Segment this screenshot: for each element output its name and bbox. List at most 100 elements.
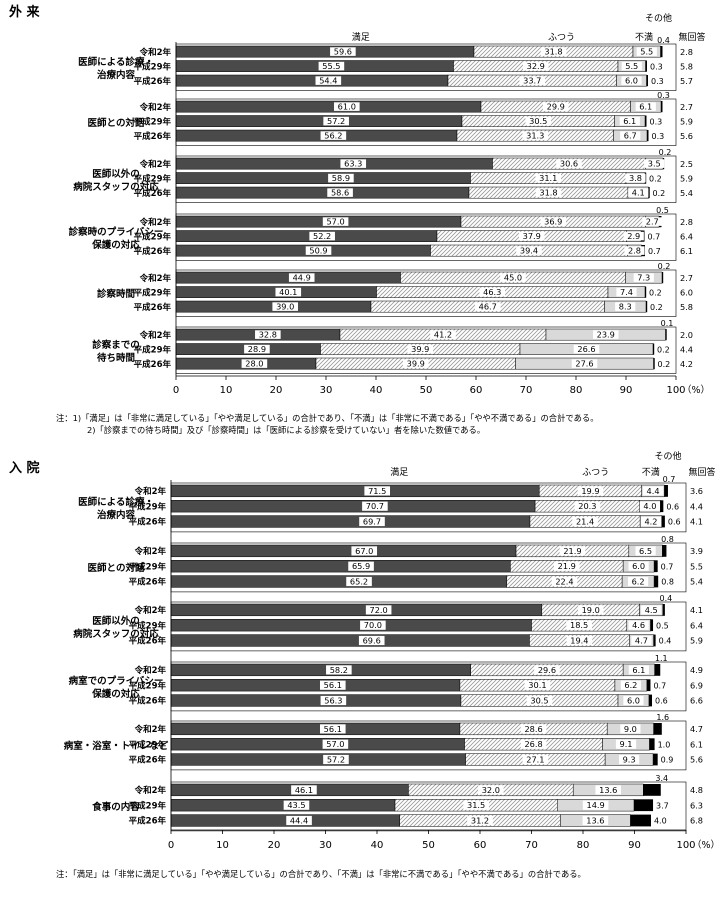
outpatient-value-dissatisfied: 6.1	[639, 102, 652, 112]
outpatient-category-label: 医師による診療・	[78, 56, 154, 68]
inpatient-title: 入 院	[9, 460, 40, 476]
outpatient-category-label: 診察時のプライバシー	[69, 226, 164, 238]
inpatient-value-satisfied: 70.7	[366, 501, 384, 511]
inpatient-bar-satisfied	[170, 679, 461, 692]
outpatient-value-normal-box	[516, 246, 542, 255]
inpatient-value-dissatisfied-box	[641, 605, 662, 615]
inpatient-year-label: 平成29年	[129, 680, 167, 691]
outpatient-category-label: 病院スタッフの対応	[73, 181, 159, 193]
outpatient-year-label: 平成26年	[134, 359, 172, 370]
inpatient-value-noanswer: 6.9	[690, 680, 703, 690]
outpatient-bar-satisfied	[175, 230, 438, 242]
inpatient-value-normal-box	[551, 576, 578, 587]
outpatient-x-tick-label: 90	[620, 385, 633, 396]
inpatient-bar-other	[653, 723, 662, 735]
outpatient-value-noanswer: 5.8	[680, 302, 693, 312]
outpatient-value-dissatisfied: 5.5	[625, 61, 638, 71]
outpatient-bar-other	[646, 75, 648, 87]
inpatient-bar-satisfied	[170, 619, 532, 632]
outpatient-value-dissatisfied: 7.4	[620, 287, 633, 297]
outpatient-value-other: 0.2	[649, 288, 662, 297]
outpatient-value-normal-box	[522, 61, 549, 71]
outpatient-bar-other	[645, 60, 647, 72]
outpatient-value-dissatisfied-box	[635, 102, 656, 111]
inpatient-value-other: 0.7	[663, 475, 676, 484]
inpatient-x-tick-label: 20	[268, 840, 281, 851]
outpatient-value-normal: 37.9	[523, 231, 541, 241]
inpatient-value-normal-box	[478, 785, 504, 795]
outpatient-value-dissatisfied-box	[619, 116, 640, 126]
inpatient-bar-other	[654, 664, 661, 676]
outpatient-value-dissatisfied: 6.0	[625, 76, 638, 86]
outpatient-value-normal-box	[540, 217, 567, 226]
inpatient-value-dissatisfied: 9.3	[623, 754, 636, 764]
outpatient-value-dissatisfied-box	[628, 188, 649, 197]
outpatient-value-dissatisfied-box	[571, 359, 598, 368]
inpatient-year-label: 令和2年	[134, 665, 167, 676]
outpatient-x-tick-label: 50	[420, 385, 433, 396]
inpatient-bar-satisfied	[170, 663, 471, 677]
inpatient-value-normal-box	[463, 800, 489, 810]
inpatient-year-label: 令和2年	[134, 486, 167, 497]
inpatient-value-satisfied: 43.5	[287, 800, 305, 810]
inpatient-bar-other	[646, 679, 651, 692]
inpatient-bar-satisfied	[170, 783, 409, 797]
outpatient-year-label: 令和2年	[139, 273, 172, 284]
outpatient-value-satisfied: 58.9	[332, 173, 350, 183]
inpatient-bar-satisfied	[170, 722, 461, 736]
outpatient-value-normal-box	[430, 330, 456, 339]
outpatient-value-normal: 33.7	[523, 76, 541, 86]
outpatient-value-dissatisfied: 6.7	[624, 131, 637, 141]
outpatient-value-dissatisfied-box	[642, 217, 663, 226]
inpatient-value-dissatisfied: 6.5	[639, 546, 652, 556]
inpatient-value-dissatisfied: 4.2	[644, 516, 657, 526]
outpatient-value-satisfied: 44.9	[293, 273, 311, 283]
inpatient-value-satisfied: 57.0	[326, 739, 344, 749]
outpatient-year-label: 平成26年	[134, 246, 172, 257]
inpatient-value-satisfied-box	[358, 635, 385, 646]
inpatient-value-other: 0.8	[661, 535, 674, 544]
outpatient-value-normal: 46.3	[483, 287, 501, 297]
outpatient-bar-satisfied	[175, 186, 470, 199]
inpatient-value-dissatisfied-box	[628, 665, 649, 675]
inpatient-value-dissatisfied-box	[595, 785, 622, 795]
inpatient-value-satisfied: 69.6	[363, 635, 381, 645]
outpatient-value-normal-box	[535, 173, 562, 183]
outpatient-value-dissatisfied-box	[625, 173, 646, 183]
inpatient-year-label: 平成26年	[129, 816, 167, 827]
inpatient-value-noanswer: 5.5	[690, 561, 703, 571]
outpatient-value-satisfied: 40.1	[279, 287, 297, 297]
outpatient-value-other: 0.3	[650, 62, 663, 71]
outpatient-value-satisfied: 57.0	[326, 217, 344, 227]
inpatient-category-label: 医師以外の	[92, 615, 140, 627]
outpatient-value-dissatisfied-box	[616, 287, 637, 297]
inpatient-value-noanswer: 5.6	[690, 755, 703, 765]
outpatient-value-noanswer: 2.5	[680, 159, 693, 169]
inpatient-x-tick-label: 70	[525, 840, 538, 851]
inpatient-value-other: 0.4	[660, 594, 673, 603]
outpatient-value-satisfied-box	[320, 131, 347, 140]
inpatient-year-label: 平成29年	[129, 501, 167, 512]
inpatient-value-satisfied-box	[286, 815, 312, 826]
inpatient-bar-other	[649, 738, 655, 751]
outpatient-value-satisfied-box	[309, 231, 335, 241]
inpatient-value-noanswer: 6.6	[690, 696, 703, 706]
inpatient-value-dissatisfied: 4.6	[632, 620, 645, 630]
outpatient-value-normal-box	[479, 287, 506, 297]
inpatient-bar-satisfied	[170, 634, 530, 647]
inpatient-value-dissatisfied: 6.2	[624, 680, 637, 690]
outpatient-value-satisfied-box	[315, 76, 342, 85]
inpatient-value-normal: 18.5	[570, 620, 588, 630]
inpatient-bar-satisfied	[170, 799, 396, 812]
inpatient-value-noanswer: 4.4	[690, 501, 703, 511]
outpatient-value-other: 0.2	[657, 345, 670, 354]
inpatient-x-tick-label: 90	[628, 840, 641, 851]
inpatient-bar-other	[633, 799, 654, 812]
outpatient-value-satisfied: 28.0	[245, 359, 263, 369]
inpatient-value-dissatisfied-box	[628, 561, 649, 571]
inpatient-value-normal-box	[522, 754, 549, 765]
outpatient-value-dissatisfied-box	[592, 330, 619, 339]
outpatient-bar-other	[665, 329, 667, 341]
outpatient-bar-other	[645, 286, 647, 298]
inpatient-value-normal: 28.6	[524, 724, 542, 734]
